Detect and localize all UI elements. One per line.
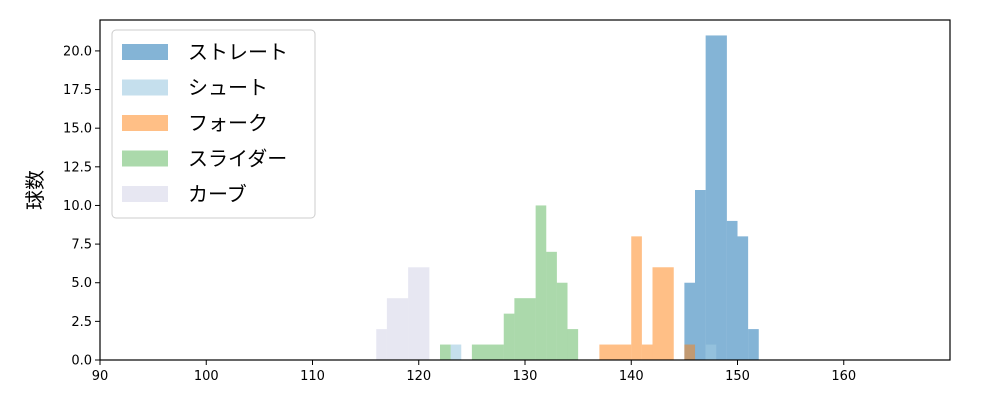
legend-label: カーブ: [188, 182, 247, 206]
histogram-bar: [556, 282, 568, 360]
y-tick-label: 0.0: [71, 354, 92, 369]
histogram-bar: [684, 344, 696, 360]
y-tick-label: 5.0: [71, 276, 92, 291]
x-tick-label: 110: [300, 369, 325, 384]
x-tick-label: 160: [831, 369, 856, 384]
histogram-bar: [631, 236, 642, 360]
y-axis-label: 球数: [23, 170, 47, 210]
x-tick-label: 150: [725, 369, 750, 384]
histogram-bar: [652, 267, 674, 360]
histogram-bar: [641, 344, 653, 360]
histogram-bar: [684, 282, 696, 360]
x-tick-label: 130: [513, 369, 538, 384]
x-tick-label: 90: [92, 369, 109, 384]
histogram-bar: [471, 344, 504, 360]
legend-frame: [111, 29, 316, 219]
histogram-bar: [695, 190, 706, 360]
legend-swatch: [122, 79, 168, 96]
histogram-bar: [599, 344, 632, 360]
histogram-bar: [376, 329, 387, 360]
x-axis: 90 100 110 120 130 140 150 160: [92, 360, 856, 384]
histogram-bar: [386, 298, 409, 360]
legend-label: ストレート: [188, 40, 288, 64]
histogram-bar: [503, 313, 515, 360]
bars-layer: [376, 35, 759, 360]
y-tick-label: 12.5: [63, 160, 92, 175]
histogram-bar: [408, 267, 430, 360]
legend-swatch: [122, 186, 168, 202]
histogram-bar: [440, 344, 451, 360]
y-tick-label: 2.5: [71, 315, 92, 330]
histogram-bar: [705, 35, 727, 360]
legend-swatch: [122, 150, 168, 167]
y-tick-label: 15.0: [63, 122, 92, 137]
histogram-bar: [514, 298, 536, 360]
histogram-bar: [567, 329, 579, 360]
legend-swatch: [122, 44, 168, 60]
y-axis: 0.0 2.5 5.0 7.5 10.0 12.5 15.0 17.5 20.0: [63, 44, 100, 369]
y-tick-label: 20.0: [63, 44, 92, 59]
legend-label: シュート: [188, 76, 268, 100]
y-tick-label: 7.5: [71, 238, 92, 253]
y-tick-label: 10.0: [63, 199, 92, 214]
histogram-bar: [546, 251, 557, 360]
x-tick-label: 120: [406, 369, 431, 384]
histogram-bar: [737, 236, 749, 360]
histogram-bar: [450, 344, 462, 360]
x-tick-label: 100: [194, 369, 219, 384]
histogram-bar: [535, 205, 547, 360]
legend-swatch: [122, 115, 168, 131]
y-tick-label: 17.5: [63, 83, 92, 98]
histogram-bar: [705, 344, 717, 360]
legend-label: スライダー: [188, 147, 287, 171]
x-tick-label: 140: [619, 369, 644, 384]
histogram-bar: [726, 220, 738, 360]
legend-label: フォーク: [188, 111, 268, 135]
histogram-bar: [748, 329, 759, 360]
